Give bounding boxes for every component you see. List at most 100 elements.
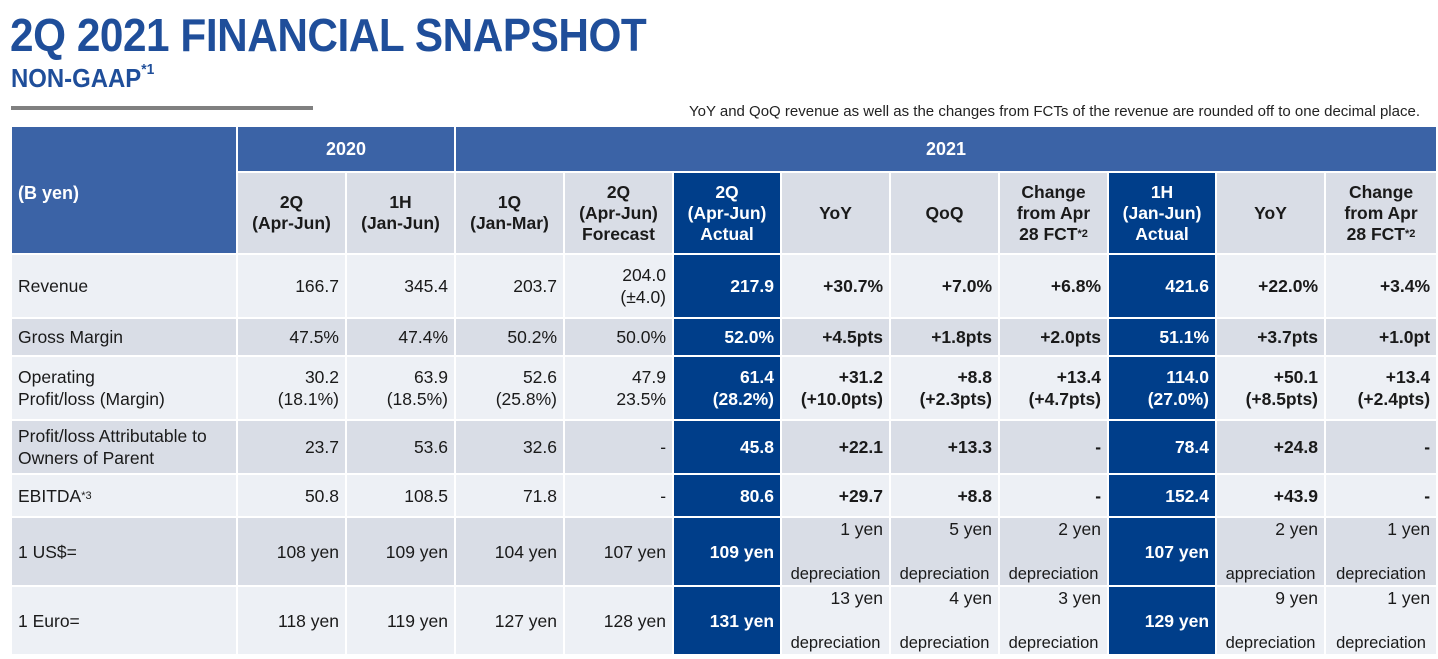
cell-value: 119 yen	[387, 610, 449, 631]
cell-subvalue: (+2.4pts)	[1357, 389, 1431, 409]
column-header-line: (Jan-Jun)	[361, 213, 440, 233]
cell-value: 1 yen	[1387, 519, 1431, 539]
cell-subvalue: (+8.5pts)	[1245, 389, 1319, 409]
table-row: Gross Margin 47.5% 47.4% 50.2% 50.0% 52.0% +4.…	[12, 319, 1437, 355]
table-cell: 114.0 (27.0%)	[1109, 357, 1216, 419]
table-cell: +8.8	[891, 475, 999, 516]
column-header: QoQ	[891, 173, 999, 253]
cell-value: 2 yen	[1058, 519, 1102, 539]
column-header-line: (Apr-Jun)	[252, 213, 331, 233]
cell-value: 47.4%	[398, 327, 449, 347]
cell-subvalue: depreciation	[1336, 565, 1426, 583]
cell-value: 50.8	[304, 485, 339, 506]
header-row-years: (B yen) 2020 2021	[12, 127, 1437, 253]
cell-value: 108.5	[404, 485, 449, 506]
cell-value: 127 yen	[494, 610, 558, 631]
row-label-line: Operating	[18, 367, 95, 387]
column-header-line: (Jan-Mar)	[470, 213, 549, 233]
cell-value: 52.6	[522, 367, 558, 387]
column-header: 2Q (Apr-Jun) Actual	[674, 173, 781, 253]
row-label-line: Profit/loss (Margin)	[18, 389, 165, 409]
cell-value: 52.0%	[724, 327, 775, 347]
unit-label: (B yen)	[12, 127, 236, 253]
table-cell: 78.4	[1109, 421, 1216, 473]
cell-subvalue: (+10.0pts)	[800, 389, 884, 409]
cell-value: +8.8	[957, 367, 993, 387]
cell-value: +29.7	[838, 485, 884, 506]
cell-value: +43.9	[1273, 485, 1319, 506]
table-cell: +6.8%	[1000, 255, 1108, 317]
table-cell: +29.7	[782, 475, 890, 516]
cell-value: 1 yen	[840, 519, 884, 539]
row-label: Profit/loss Attributable to Owners of Par…	[12, 421, 236, 473]
cell-value: +13.4	[1056, 367, 1102, 387]
table-cell: 23.7	[238, 421, 345, 473]
column-header-line: 2Q	[715, 181, 739, 202]
table-cell: 131 yen	[674, 587, 781, 654]
table-cell: +24.8	[1217, 421, 1325, 473]
cell-value: 108 yen	[276, 541, 339, 562]
table-cell: +30.7%	[782, 255, 890, 317]
table-cell: +22.0%	[1217, 255, 1325, 317]
cell-subvalue: depreciation	[1336, 634, 1426, 652]
column-header: YoY	[782, 173, 890, 253]
rounding-note: YoY and QoQ revenue as well as the chang…	[688, 103, 1420, 120]
table-cell: 47.5%	[238, 319, 345, 355]
cell-subvalue: 23.5%	[616, 389, 667, 409]
column-header-line: 2Q	[279, 192, 304, 212]
cell-value: -	[660, 485, 667, 506]
table-cell: -	[565, 421, 673, 473]
cell-value: +4.5pts	[822, 327, 884, 347]
cell-subvalue: appreciation	[1225, 565, 1316, 583]
table-cell: -	[1000, 421, 1108, 473]
cell-value: +8.8	[957, 485, 993, 506]
table-cell: 108 yen	[238, 518, 345, 585]
table-cell: 166.7	[238, 255, 345, 317]
table-cell: 204.0 (±4.0)	[565, 255, 673, 317]
cell-value: 5 yen	[949, 519, 993, 539]
table-cell: -	[1326, 475, 1437, 516]
cell-value: 71.8	[522, 485, 558, 506]
table-cell: 128 yen	[565, 587, 673, 654]
table-cell: 1 yen depreciation	[1326, 587, 1437, 654]
table-cell: 109 yen	[674, 518, 781, 585]
column-header: YoY	[1217, 173, 1325, 253]
cell-value: 217.9	[730, 276, 775, 296]
table-cell: 109 yen	[347, 518, 455, 585]
cell-value: 345.4	[404, 276, 449, 296]
table-cell: 127 yen	[456, 587, 564, 654]
column-header-line: YoY	[819, 202, 852, 223]
cell-value: +1.0pt	[1378, 327, 1431, 347]
column-header-line: Change	[1021, 181, 1086, 202]
table-cell: 50.0%	[565, 319, 673, 355]
table-cell: 5 yen depreciation	[891, 518, 999, 585]
cell-value: 152.4	[1165, 485, 1210, 506]
cell-value: 107 yen	[603, 541, 667, 562]
cell-value: 80.6	[739, 485, 775, 506]
footnote-mark: *2	[1077, 227, 1088, 240]
table-cell: 32.6	[456, 421, 564, 473]
table-cell: +1.0pt	[1326, 319, 1437, 355]
row-label-line: EBITDA	[18, 485, 82, 506]
cell-value: 104 yen	[494, 541, 558, 562]
cell-value: 61.4	[739, 367, 775, 387]
column-header: 2Q (Apr-Jun) Forecast	[565, 173, 673, 253]
cell-value: 2 yen	[1275, 519, 1319, 539]
table-cell: +31.2 (+10.0pts)	[782, 357, 890, 419]
column-header-line: 2Q	[606, 181, 631, 202]
table-cell: +13.4 (+4.7pts)	[1000, 357, 1108, 419]
column-header: Change from Apr 28 FCT*2	[1000, 173, 1108, 253]
cell-value: +3.4%	[1379, 276, 1431, 296]
cell-value: +22.0%	[1258, 276, 1319, 296]
cell-value: 45.8	[739, 437, 775, 457]
column-header: 1Q (Jan-Mar)	[456, 173, 564, 253]
row-label-line: 1 US$=	[18, 541, 77, 562]
table-row: 1 Euro= 118 yen 119 yen 127 yen 128 yen 131 y…	[12, 587, 1437, 654]
row-label: EBITDA*3	[12, 475, 236, 516]
table-row: Profit/loss Attributable to Owners of Par…	[12, 421, 1437, 473]
cell-value: 32.6	[522, 437, 558, 457]
cell-subvalue: (27.0%)	[1147, 389, 1210, 409]
cell-subvalue: depreciation	[790, 565, 881, 583]
table-row: Revenue 166.7 345.4 203.7 204.0 (±4.0) 217.9 +3…	[12, 255, 1437, 317]
cell-value: 47.5%	[289, 327, 339, 347]
